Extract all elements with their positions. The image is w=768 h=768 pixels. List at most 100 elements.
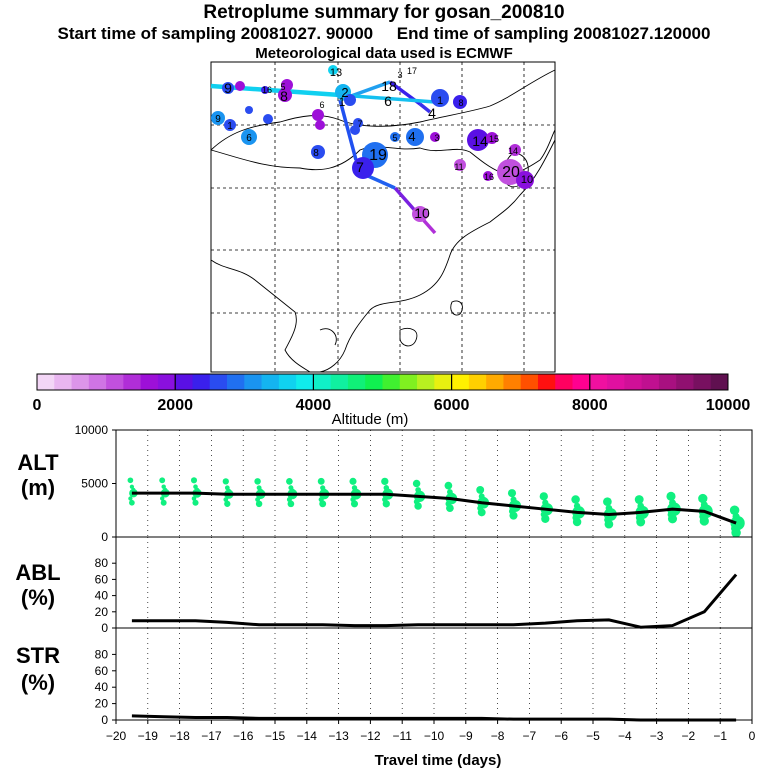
alt-scatter-point (255, 500, 263, 508)
plume-circle (344, 94, 356, 106)
track-segment (339, 93, 436, 104)
alt-scatter-point (699, 516, 709, 526)
plume-circle (224, 119, 236, 131)
plume-circles (211, 65, 534, 222)
x-tick-label: −4 (618, 729, 632, 743)
panel-label: (%) (21, 670, 55, 695)
alt-scatter-point (575, 505, 582, 513)
start-time-label: Start time of sampling 20081027. 90000 (57, 24, 374, 43)
alt-scatter-point (131, 487, 136, 493)
colorbar-cell (365, 374, 383, 390)
plume-label: 3 (397, 70, 402, 80)
colorbar-tick-label: 0 (33, 397, 42, 414)
alt-scatter-point (636, 517, 646, 527)
hainan (399, 328, 418, 347)
alt-scatter-point (509, 511, 518, 520)
colorbar-cell (244, 374, 262, 390)
plume-circle (245, 106, 253, 114)
colorbar-tick-label: 4000 (296, 397, 332, 414)
colorbar-label: Altitude (m) (332, 411, 409, 428)
y-tick-label: 20 (95, 697, 109, 711)
colorbar-cell (37, 374, 55, 390)
plume-label: 2 (341, 85, 348, 100)
colorbar-cell (88, 374, 107, 390)
colorbar-cell (710, 374, 729, 390)
alt-scatter-point (670, 502, 678, 510)
y-tick-label: 0 (101, 713, 108, 727)
alt-scatter-point (128, 496, 133, 501)
alt-scatter-point (416, 490, 423, 496)
plume-label: 19 (369, 147, 387, 164)
x-tick-label: −12 (360, 729, 381, 743)
colorbar-cell (468, 374, 487, 390)
alt-scatter-point (477, 508, 486, 517)
y-tick-label: 60 (95, 572, 109, 586)
plume-circle (509, 144, 521, 156)
colorbar-cell (71, 374, 90, 390)
plume-label: 6 (319, 100, 324, 110)
alt-scatter-point (258, 488, 264, 494)
plume-circle (211, 111, 225, 125)
plume-label: 10 (414, 205, 430, 221)
colorbar-cell (537, 374, 556, 390)
plume-circle (483, 171, 493, 181)
plume-circle (350, 125, 360, 135)
time-series-panels: 1000050000ALT(m)806040200ABL(%)806040200… (15, 423, 755, 743)
y-tick-label: 0 (101, 530, 108, 544)
plume-label: 11 (454, 162, 463, 172)
alt-scatter-point (444, 481, 453, 490)
alt-scatter-point (321, 488, 327, 494)
alt-scatter-point (604, 519, 614, 529)
colorbar-cell (347, 374, 366, 390)
alt-scatter-point (543, 502, 550, 510)
colorbar-cell (486, 374, 504, 390)
colorbar-tick-label: 2000 (157, 397, 193, 414)
alt-scatter-point (319, 500, 327, 508)
y-tick-label: 5000 (81, 477, 108, 491)
alt-scatter-point (480, 496, 487, 503)
alt-scatter-point (224, 500, 231, 507)
alt-scatter-point (192, 499, 199, 506)
alt-scatter-point (667, 514, 678, 524)
alt-scatter-point (191, 496, 197, 501)
plume-label: 3 (434, 133, 439, 143)
plume-circle (278, 88, 292, 102)
plume-circle (261, 86, 269, 94)
gulf-coast (319, 328, 337, 346)
plot-title: Retroplume summary for gosan_200810 (203, 2, 565, 23)
alt-scatter-point (289, 488, 295, 494)
alt-scatter-point (349, 477, 357, 485)
plume-label: 4 (428, 105, 436, 121)
met-data-label: Meteorological data used is ECMWF (255, 45, 513, 62)
y-tick-label: 40 (95, 680, 109, 694)
alt-scatter-point (353, 488, 359, 494)
plume-label: 6 (384, 93, 392, 109)
colorbar-cell (520, 374, 539, 390)
alt-scatter-point (539, 492, 548, 501)
plume-circle (516, 171, 534, 189)
colorbar-cell (589, 374, 608, 390)
colorbar-cell (693, 374, 712, 390)
alt-scatter-point (286, 478, 293, 485)
panel-label: (%) (21, 585, 55, 610)
series-line (131, 491, 737, 525)
colorbar-cell (382, 374, 401, 390)
panel-label: (m) (21, 475, 55, 500)
map-frame (210, 61, 556, 373)
x-tick-label: −14 (297, 729, 318, 743)
plume-circle (430, 132, 440, 142)
x-tick-label: −6 (554, 729, 568, 743)
y-tick-label: 80 (95, 556, 109, 570)
plume-label: 1 (227, 121, 233, 132)
x-tick-label: −3 (650, 729, 664, 743)
plume-label: 5 (392, 133, 397, 143)
east-coast (319, 139, 556, 373)
plume-label: 6 (246, 133, 252, 144)
colorbar-cell (106, 374, 124, 390)
colorbar-cell (417, 374, 435, 390)
plume-label: 16 (484, 172, 494, 182)
alt-scatter-point (446, 504, 454, 512)
plume-circle (311, 145, 325, 159)
plume-circle (241, 129, 257, 145)
